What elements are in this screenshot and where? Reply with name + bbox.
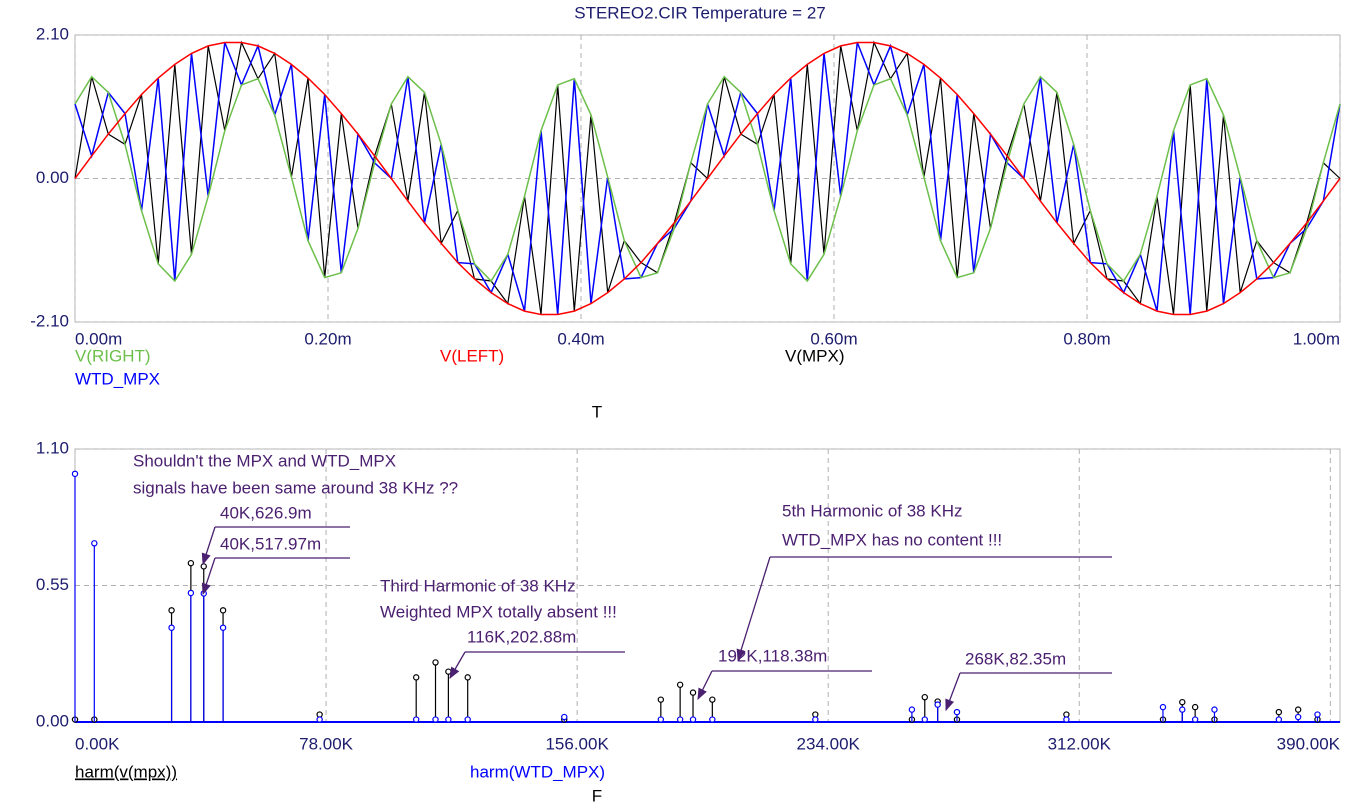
stem-marker [709, 696, 716, 703]
legend-entry: V(RIGHT) [75, 346, 151, 365]
annotation: signals have been same around 38 KHz ?? [133, 478, 458, 497]
stem-marker [908, 706, 916, 713]
x-tick-label: 0.40m [557, 329, 604, 348]
axis-label: T [592, 402, 602, 421]
y-tick-label: 0.00 [36, 168, 69, 187]
annotation: 268K,82.35m [965, 649, 1066, 668]
annotation: 116K,202.88m [467, 627, 576, 646]
stem-marker [464, 716, 471, 723]
stem-marker [1314, 711, 1321, 718]
y-tick-label: 2.10 [36, 24, 69, 43]
stem-marker [676, 681, 684, 688]
stem-marker [464, 674, 471, 681]
y-tick-label: 1.10 [36, 438, 69, 457]
stem-marker [187, 589, 195, 597]
stem-marker [200, 563, 207, 570]
x-tick-label: 156.00K [545, 734, 609, 753]
x-tick-label: 1.00m [1293, 329, 1340, 348]
stem-marker [1275, 716, 1283, 723]
stem-marker [91, 540, 98, 547]
y-tick-label: 0.55 [36, 575, 69, 594]
stem-marker [1294, 713, 1302, 721]
y-tick-label: -2.10 [30, 311, 69, 330]
annotation-arrow [736, 556, 771, 662]
annotation-arrow [201, 557, 216, 596]
stem-marker [412, 674, 420, 681]
stem-marker [445, 668, 452, 675]
legend-entry: harm(WTD_MPX) [470, 762, 605, 781]
stem-marker [168, 607, 175, 614]
annotation: 40K,626.9m [220, 503, 312, 522]
x-tick-label: 234.00K [797, 734, 861, 753]
legend-entry: V(MPX) [785, 346, 845, 365]
annotation-arrow [449, 651, 466, 680]
annotation: 5th Harmonic of 38 KHz [782, 501, 962, 520]
stem-marker [921, 716, 928, 723]
stem-marker [1179, 698, 1186, 706]
stem-marker [71, 470, 79, 478]
stem-marker [219, 624, 227, 631]
stem-marker [953, 708, 961, 716]
axis-label: F [592, 786, 602, 805]
stem-marker [657, 696, 665, 703]
stem-marker [1191, 716, 1199, 723]
chart-title: STEREO2.CIR Temperature = 27 [574, 3, 826, 22]
stem-marker [412, 716, 420, 723]
x-tick-label: 78.00K [299, 734, 354, 753]
legend-entry: V(LEFT) [440, 346, 504, 365]
stem-marker [689, 716, 697, 723]
stem-marker [187, 559, 195, 567]
x-tick-label: 0.20m [304, 329, 351, 348]
annotation: 40K,517.97m [220, 534, 321, 553]
stem-marker [168, 624, 175, 631]
stem-marker [934, 701, 941, 708]
stem-marker [432, 659, 439, 666]
x-tick-label: 0.80m [1063, 329, 1110, 348]
annotation-arrow [945, 672, 961, 712]
stem-marker [1275, 708, 1283, 716]
stem-marker [1211, 706, 1218, 713]
stem-marker [432, 716, 439, 723]
stem-marker [689, 689, 697, 696]
annotation-arrow [201, 526, 216, 566]
legend-entry: WTD_MPX [75, 369, 160, 388]
stem-marker [709, 716, 716, 723]
annotation: 192K,118.38m [718, 646, 827, 665]
series-line [74, 75, 1341, 283]
stem-marker [219, 607, 227, 614]
x-tick-label: 312.00K [1048, 734, 1112, 753]
stem-marker [1179, 706, 1186, 713]
stem-marker [676, 716, 684, 723]
y-tick-label: 0.00 [36, 711, 69, 730]
legend-entry: harm(v(mpx)) [75, 762, 177, 781]
annotation: Shouldn't the MPX and WTD_MPX [133, 451, 396, 470]
annotation-arrow [697, 670, 713, 701]
series-line [74, 41, 1341, 316]
stem-marker [657, 716, 665, 723]
annotation: WTD_MPX has no content !!! [782, 530, 1002, 549]
stem-marker [445, 716, 452, 723]
stem-marker [316, 716, 323, 723]
stem-marker [1191, 703, 1199, 711]
annotation: Third Harmonic of 38 KHz [380, 576, 576, 595]
stem-marker [812, 716, 819, 723]
x-tick-label: 0.00m [75, 329, 122, 348]
stem-marker [1159, 703, 1167, 711]
x-tick-label: 390.00K [1277, 734, 1341, 753]
stem-marker [561, 713, 568, 721]
stem-marker [921, 693, 928, 701]
x-tick-label: 0.00K [75, 734, 120, 753]
stem-marker [1063, 716, 1070, 723]
stem-marker [1294, 706, 1302, 713]
x-tick-label: 0.60m [810, 329, 857, 348]
annotation: Weighted MPX totally absent !!! [380, 602, 617, 621]
